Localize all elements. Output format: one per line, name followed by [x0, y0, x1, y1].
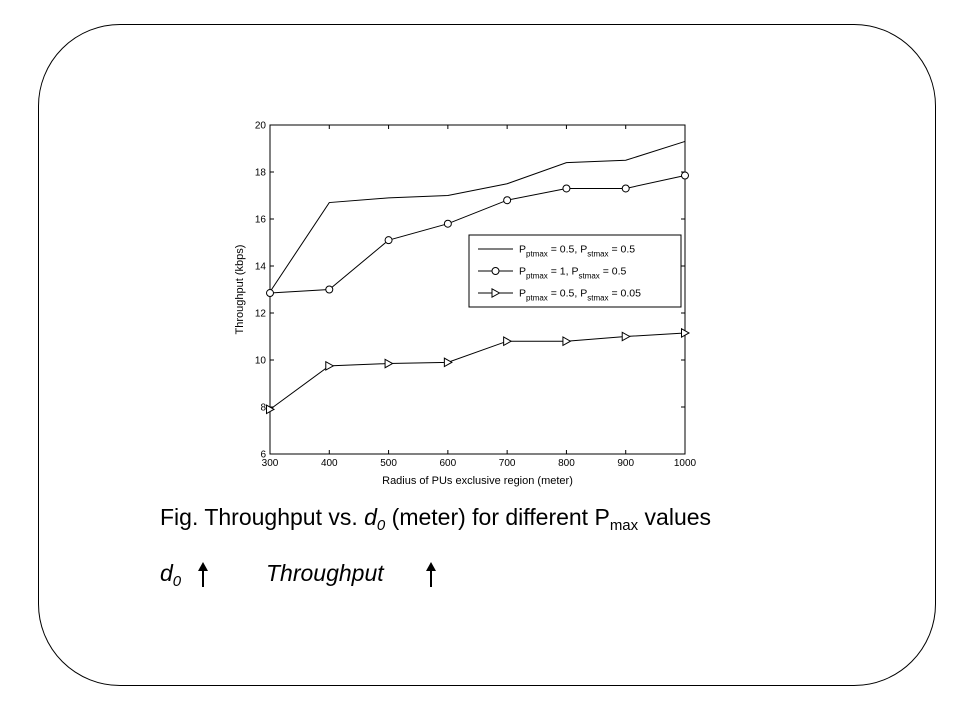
- x-tick-label: 1000: [674, 458, 697, 469]
- point-marker: [491, 287, 501, 299]
- caption-d-subscript: 0: [376, 517, 386, 534]
- legend-text: = 0.5: [600, 266, 627, 278]
- legend-text: P: [519, 244, 526, 256]
- y-tick-label: 16: [255, 215, 267, 226]
- point-marker: [266, 289, 274, 298]
- y-tick-label: 14: [255, 262, 267, 273]
- y-tick-label: 12: [255, 309, 267, 320]
- point-marker: [562, 184, 571, 193]
- series-line: [269, 332, 686, 410]
- point-marker: [562, 336, 572, 347]
- point-marker: [621, 331, 631, 342]
- series-3: [266, 327, 691, 415]
- caption-d: d: [364, 504, 377, 530]
- legend-text: P: [519, 266, 526, 278]
- x-tick-label: 400: [321, 458, 338, 469]
- point-marker: [681, 327, 691, 339]
- point-marker: [503, 336, 513, 347]
- point-marker: [384, 236, 393, 245]
- point-marker: [621, 184, 630, 193]
- point-marker: [384, 358, 394, 369]
- y-tick-label: 8: [260, 403, 266, 414]
- legend-subscript: stmax: [587, 294, 608, 303]
- relation-d-group: d0: [160, 560, 182, 590]
- point-marker: [443, 219, 452, 228]
- legend-label: Pptmax = 1, Pstmax = 0.5: [519, 266, 627, 281]
- legend-label: Pptmax = 0.5, Pstmax = 0.5: [519, 244, 635, 259]
- x-tick-label: 500: [380, 458, 397, 469]
- slide-frame: [38, 24, 936, 686]
- x-axis-label: Radius of PUs exclusive region (meter): [382, 475, 573, 487]
- caption-middle: (meter) for different P: [385, 504, 610, 530]
- legend-subscript: stmax: [587, 250, 608, 259]
- point-marker: [491, 267, 500, 275]
- x-tick-label: 800: [558, 458, 575, 469]
- legend-text: = 0.5, P: [548, 244, 587, 256]
- legend-subscript: ptmax: [526, 250, 548, 259]
- caption-suffix: values: [638, 504, 712, 530]
- x-tick-label: 900: [617, 458, 634, 469]
- point-marker: [503, 196, 512, 205]
- relation-d: d: [160, 560, 173, 586]
- point-marker: [681, 171, 689, 180]
- relation-d-subscript: 0: [172, 573, 182, 590]
- x-tick-label: 600: [440, 458, 457, 469]
- series-line: [269, 140, 686, 293]
- x-tick-label: 700: [499, 458, 516, 469]
- caption-prefix: Fig. Throughput vs.: [160, 504, 365, 530]
- y-tick-label: 18: [255, 168, 267, 179]
- relation-throughput: Throughput: [266, 560, 384, 586]
- y-tick-label: 6: [260, 450, 266, 461]
- caption-p-subscript: max: [609, 517, 639, 534]
- point-marker: [325, 360, 335, 371]
- figure-caption: Fig. Throughput vs. d0 (meter) for diffe…: [160, 504, 712, 534]
- x-tick-label: 300: [262, 458, 279, 469]
- legend-subscript: ptmax: [526, 294, 548, 303]
- series-1: [269, 140, 686, 293]
- point-marker: [266, 404, 276, 415]
- legend-text: = 1, P: [548, 266, 579, 278]
- legend-entry: Pptmax = 0.5, Pstmax = 0.5: [478, 244, 635, 259]
- up-arrow-icon: [426, 562, 436, 587]
- legend-label: Pptmax = 0.5, Pstmax = 0.05: [519, 288, 641, 303]
- series-line: [269, 175, 686, 294]
- legend-text: P: [519, 288, 526, 300]
- legend-entry: Pptmax = 1, Pstmax = 0.5: [478, 266, 627, 281]
- series-2: [266, 171, 689, 298]
- up-arrow-icon: [198, 562, 208, 587]
- y-axis-label: Throughput (kbps): [234, 245, 246, 335]
- legend-text: = 0.5: [609, 244, 636, 256]
- legend-text: = 0.05: [609, 288, 642, 300]
- legend-text: = 0.5, P: [548, 288, 587, 300]
- legend-subscript: stmax: [578, 272, 599, 281]
- point-marker: [325, 285, 334, 294]
- legend-entry: Pptmax = 0.5, Pstmax = 0.05: [478, 288, 641, 303]
- legend-subscript: ptmax: [526, 272, 548, 281]
- y-tick-label: 20: [255, 121, 267, 132]
- y-tick-label: 10: [255, 356, 267, 367]
- relation-line: d0 Throughput: [160, 560, 460, 590]
- point-marker: [443, 357, 453, 368]
